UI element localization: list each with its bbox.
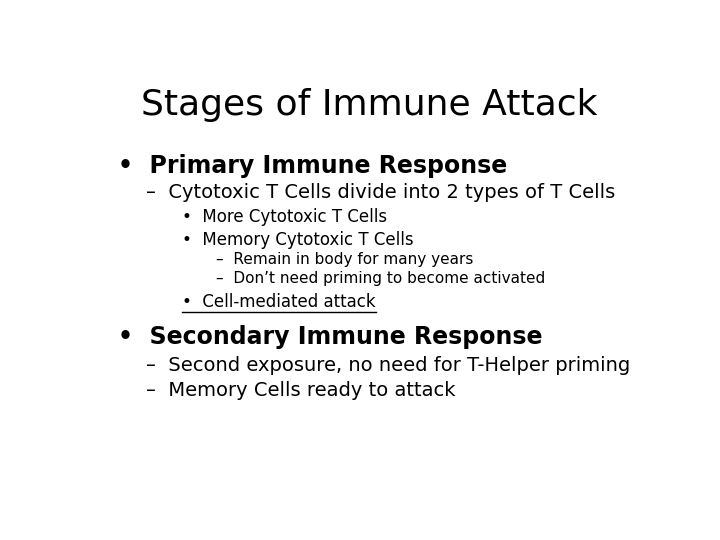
Text: Stages of Immune Attack: Stages of Immune Attack [140, 87, 598, 122]
Text: •  Cell-mediated attack: • Cell-mediated attack [182, 293, 376, 310]
Text: •  More Cytotoxic T Cells: • More Cytotoxic T Cells [182, 208, 387, 226]
Text: •  Memory Cytotoxic T Cells: • Memory Cytotoxic T Cells [182, 231, 414, 249]
Text: •  Primary Immune Response: • Primary Immune Response [118, 154, 507, 178]
Text: •  Secondary Immune Response: • Secondary Immune Response [118, 325, 542, 349]
Text: –  Cytotoxic T Cells divide into 2 types of T Cells: – Cytotoxic T Cells divide into 2 types … [145, 183, 615, 202]
Text: –  Second exposure, no need for T-Helper priming: – Second exposure, no need for T-Helper … [145, 356, 630, 375]
Text: –  Memory Cells ready to attack: – Memory Cells ready to attack [145, 381, 455, 400]
Text: –  Don’t need priming to become activated: – Don’t need priming to become activated [215, 271, 545, 286]
Text: –  Remain in body for many years: – Remain in body for many years [215, 252, 473, 267]
